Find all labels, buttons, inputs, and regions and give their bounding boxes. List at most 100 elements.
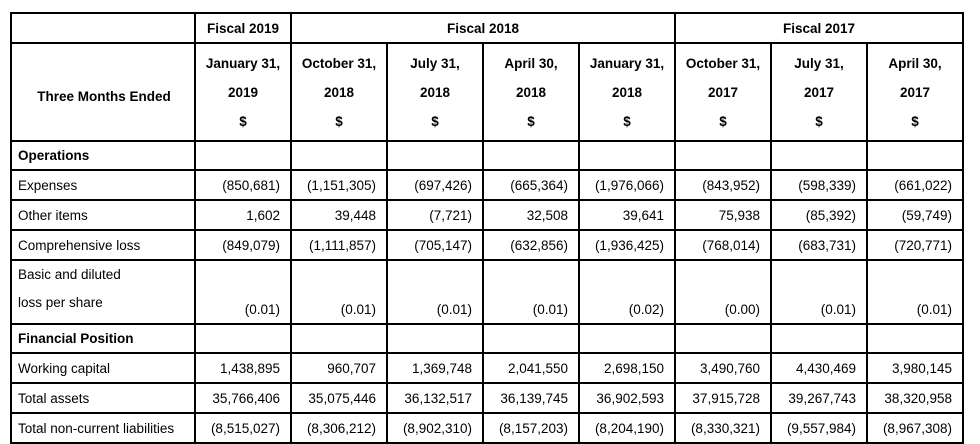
value-cell: 3,490,760 bbox=[674, 352, 772, 384]
value-cell: (843,952) bbox=[674, 169, 772, 201]
empty-cell bbox=[770, 140, 868, 171]
section-title-cell: Financial Position bbox=[10, 323, 196, 354]
value-cell: (849,079) bbox=[194, 229, 292, 261]
value-cell: (85,392) bbox=[770, 199, 868, 231]
empty-cell bbox=[386, 140, 484, 171]
fiscal-group-header: Fiscal 2019 bbox=[194, 12, 292, 44]
empty-cell bbox=[194, 140, 292, 171]
date-header-cell: April 30, 2018 $ bbox=[482, 42, 580, 142]
value-cell: 37,915,728 bbox=[674, 382, 772, 414]
value-cell: (8,330,321) bbox=[674, 412, 772, 444]
table-row: Comprehensive loss (849,079) (1,111,857) (7… bbox=[10, 229, 964, 261]
section-header-row: Financial Position bbox=[10, 323, 964, 354]
value-cell: 75,938 bbox=[674, 199, 772, 231]
value-cell: (0.01) bbox=[194, 259, 292, 325]
value-cell: 36,902,593 bbox=[578, 382, 676, 414]
three-months-ended-label: Three Months Ended bbox=[10, 42, 196, 142]
empty-cell bbox=[578, 323, 676, 354]
empty-cell bbox=[866, 140, 964, 171]
empty-cell bbox=[482, 140, 580, 171]
value-cell: 39,267,743 bbox=[770, 382, 868, 414]
financial-summary: Fiscal 2019 Fiscal 2018 Fiscal 2017 Three M… bbox=[10, 12, 964, 444]
empty-cell bbox=[674, 323, 772, 354]
value-cell: (1,151,305) bbox=[290, 169, 388, 201]
row-label-cell: Basic and diluted loss per share bbox=[10, 259, 196, 325]
empty-cell bbox=[290, 140, 388, 171]
value-cell: 39,448 bbox=[290, 199, 388, 231]
value-cell: (632,856) bbox=[482, 229, 580, 261]
section-header-row: Operations bbox=[10, 140, 964, 171]
value-cell: (9,557,984) bbox=[770, 412, 868, 444]
value-cell: 39,641 bbox=[578, 199, 676, 231]
date-header-cell: October 31, 2017 $ bbox=[674, 42, 772, 142]
date-header-cell: January 31, 2018 $ bbox=[578, 42, 676, 142]
date-header-cell: July 31, 2017 $ bbox=[770, 42, 868, 142]
value-cell: (1,111,857) bbox=[290, 229, 388, 261]
table-row: Other items 1,602 39,448 (7,721) 32,508 39,64… bbox=[10, 199, 964, 231]
row-label-cell: Expenses bbox=[10, 169, 196, 201]
corner-blank-cell bbox=[10, 12, 196, 44]
value-cell: (0.00) bbox=[674, 259, 772, 325]
value-cell: (0.01) bbox=[482, 259, 580, 325]
value-cell: (0.02) bbox=[578, 259, 676, 325]
value-cell: 1,369,748 bbox=[386, 352, 484, 384]
date-header-cell: January 31, 2019 $ bbox=[194, 42, 292, 142]
value-cell: 36,139,745 bbox=[482, 382, 580, 414]
value-cell: (850,681) bbox=[194, 169, 292, 201]
value-cell: (8,157,203) bbox=[482, 412, 580, 444]
date-header-cell: July 31, 2018 $ bbox=[386, 42, 484, 142]
empty-cell bbox=[290, 323, 388, 354]
empty-cell bbox=[482, 323, 580, 354]
row-label-cell: Comprehensive loss bbox=[10, 229, 196, 261]
table-row: Working capital 1,438,895 960,707 1,369,748… bbox=[10, 352, 964, 384]
value-cell: 32,508 bbox=[482, 199, 580, 231]
value-cell: (720,771) bbox=[866, 229, 964, 261]
value-cell: 2,041,550 bbox=[482, 352, 580, 384]
value-cell: (59,749) bbox=[866, 199, 964, 231]
row-label-cell: Other items bbox=[10, 199, 196, 231]
fiscal-group-header: Fiscal 2018 bbox=[290, 12, 676, 44]
table-body: Operations Expenses (850,681) (1,151,305) (6… bbox=[10, 140, 964, 444]
empty-cell bbox=[866, 323, 964, 354]
value-cell: 1,602 bbox=[194, 199, 292, 231]
value-cell: (683,731) bbox=[770, 229, 868, 261]
empty-cell bbox=[674, 140, 772, 171]
fiscal-year-header-row: Fiscal 2019 Fiscal 2018 Fiscal 2017 bbox=[10, 12, 964, 44]
empty-cell bbox=[386, 323, 484, 354]
value-cell: 1,438,895 bbox=[194, 352, 292, 384]
row-label-cell: Total assets bbox=[10, 382, 196, 414]
table-row: Basic and diluted loss per share (0.01) (0.… bbox=[10, 259, 964, 325]
value-cell: (8,902,310) bbox=[386, 412, 484, 444]
value-cell: (8,306,212) bbox=[290, 412, 388, 444]
value-cell: (598,339) bbox=[770, 169, 868, 201]
value-cell: (0.01) bbox=[866, 259, 964, 325]
row-label-cell: Total non-current liabilities bbox=[10, 412, 196, 444]
value-cell: 35,075,446 bbox=[290, 382, 388, 414]
date-header-row: Three Months Ended January 31, 2019 $ Octobe… bbox=[10, 42, 964, 142]
value-cell: (1,976,066) bbox=[578, 169, 676, 201]
value-cell: (661,022) bbox=[866, 169, 964, 201]
empty-cell bbox=[770, 323, 868, 354]
value-cell: 2,698,150 bbox=[578, 352, 676, 384]
value-cell: (0.01) bbox=[290, 259, 388, 325]
value-cell: 36,132,517 bbox=[386, 382, 484, 414]
value-cell: (7,721) bbox=[386, 199, 484, 231]
table-row: Total non-current liabilities (8,515,027)… bbox=[10, 412, 964, 444]
value-cell: (0.01) bbox=[386, 259, 484, 325]
value-cell: (8,967,308) bbox=[866, 412, 964, 444]
row-label-cell: Working capital bbox=[10, 352, 196, 384]
value-cell: (665,364) bbox=[482, 169, 580, 201]
empty-cell bbox=[578, 140, 676, 171]
value-cell: 960,707 bbox=[290, 352, 388, 384]
date-header-cell: April 30, 2017 $ bbox=[866, 42, 964, 142]
table-row: Expenses (850,681) (1,151,305) (697,426) (66… bbox=[10, 169, 964, 201]
table-header: Fiscal 2019 Fiscal 2018 Fiscal 2017 Three M… bbox=[10, 12, 964, 142]
value-cell: 4,430,469 bbox=[770, 352, 868, 384]
value-cell: (0.01) bbox=[770, 259, 868, 325]
value-cell: (768,014) bbox=[674, 229, 772, 261]
financial-summary-table: Fiscal 2019 Fiscal 2018 Fiscal 2017 Three M… bbox=[10, 12, 964, 444]
value-cell: (8,515,027) bbox=[194, 412, 292, 444]
date-header-cell: October 31, 2018 $ bbox=[290, 42, 388, 142]
value-cell: 38,320,958 bbox=[866, 382, 964, 414]
section-title-cell: Operations bbox=[10, 140, 196, 171]
